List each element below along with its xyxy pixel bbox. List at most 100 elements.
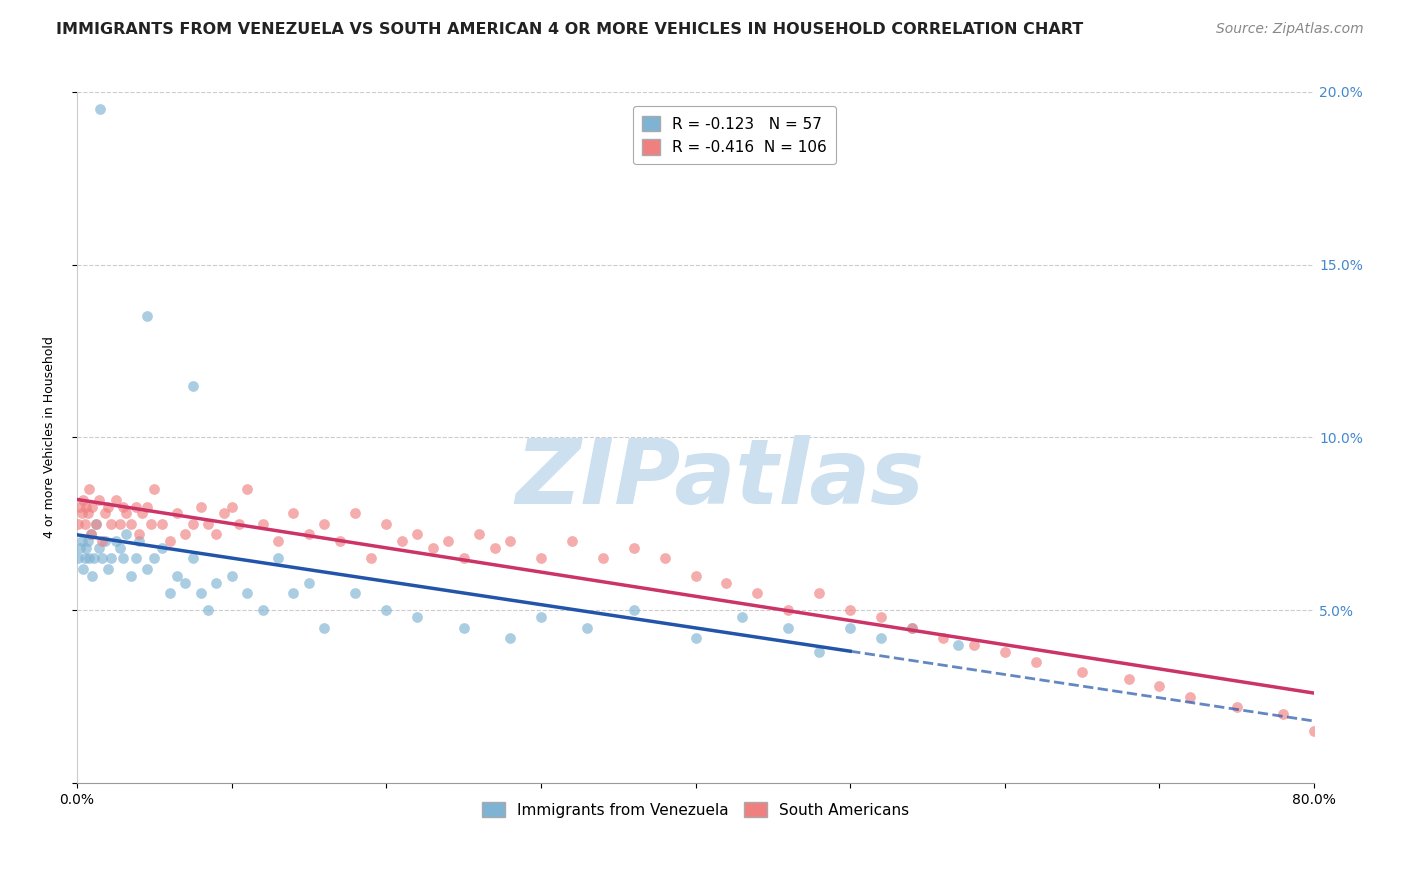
Point xyxy=(1180,690,1202,704)
Point xyxy=(166,568,188,582)
Point xyxy=(94,534,117,549)
Point xyxy=(1226,700,1249,714)
Point xyxy=(70,534,93,549)
Point xyxy=(120,568,142,582)
Point xyxy=(314,516,336,531)
Text: IMMIGRANTS FROM VENEZUELA VS SOUTH AMERICAN 4 OR MORE VEHICLES IN HOUSEHOLD CORR: IMMIGRANTS FROM VENEZUELA VS SOUTH AMERI… xyxy=(56,22,1084,37)
Point xyxy=(994,645,1017,659)
Point xyxy=(252,516,274,531)
Point xyxy=(406,527,429,541)
Point xyxy=(901,621,924,635)
Point xyxy=(166,507,188,521)
Point xyxy=(731,610,754,624)
Point xyxy=(112,551,135,566)
Point xyxy=(212,507,235,521)
Point xyxy=(375,603,398,617)
Point xyxy=(592,551,614,566)
Point xyxy=(104,492,127,507)
Point xyxy=(125,551,148,566)
Point xyxy=(1149,679,1171,693)
Point xyxy=(391,534,413,549)
Point xyxy=(84,516,107,531)
Point xyxy=(623,603,645,617)
Point xyxy=(808,586,831,600)
Point xyxy=(174,575,197,590)
Point xyxy=(963,638,986,652)
Point xyxy=(778,603,800,617)
Point xyxy=(75,541,97,555)
Point xyxy=(94,507,117,521)
Point xyxy=(453,621,475,635)
Point xyxy=(90,534,112,549)
Point xyxy=(80,527,103,541)
Point xyxy=(69,541,91,555)
Point xyxy=(437,534,460,549)
Point xyxy=(870,631,893,645)
Point xyxy=(115,527,138,541)
Point xyxy=(716,575,738,590)
Point xyxy=(808,645,831,659)
Point xyxy=(135,562,157,576)
Point xyxy=(89,102,111,116)
Point xyxy=(143,483,166,497)
Point xyxy=(932,631,955,645)
Point xyxy=(252,603,274,617)
Point xyxy=(236,586,259,600)
Point xyxy=(360,551,382,566)
Point xyxy=(174,527,197,541)
Text: ZIPatlas: ZIPatlas xyxy=(516,435,925,523)
Point xyxy=(561,534,583,549)
Point xyxy=(375,516,398,531)
Point xyxy=(453,551,475,566)
Point xyxy=(344,507,367,521)
Point xyxy=(221,568,243,582)
Point xyxy=(73,516,96,531)
Point xyxy=(283,507,305,521)
Point xyxy=(685,631,707,645)
Point xyxy=(72,492,94,507)
Point xyxy=(72,562,94,576)
Point xyxy=(110,516,132,531)
Point xyxy=(576,621,599,635)
Point xyxy=(484,541,506,555)
Point xyxy=(76,534,98,549)
Point xyxy=(120,516,142,531)
Point xyxy=(82,500,104,514)
Point xyxy=(100,516,122,531)
Point xyxy=(654,551,676,566)
Point xyxy=(499,534,522,549)
Point xyxy=(87,492,110,507)
Point xyxy=(84,516,107,531)
Point xyxy=(1071,665,1094,680)
Point xyxy=(115,507,138,521)
Text: Source: ZipAtlas.com: Source: ZipAtlas.com xyxy=(1216,22,1364,37)
Point xyxy=(131,507,153,521)
Point xyxy=(298,527,321,541)
Point xyxy=(839,603,862,617)
Point xyxy=(205,575,228,590)
Point xyxy=(747,586,769,600)
Point xyxy=(190,500,212,514)
Point xyxy=(76,507,98,521)
Point xyxy=(90,551,112,566)
Y-axis label: 4 or more Vehicles in Household: 4 or more Vehicles in Household xyxy=(44,336,56,539)
Point xyxy=(80,527,103,541)
Point xyxy=(778,621,800,635)
Point xyxy=(97,562,120,576)
Point xyxy=(70,507,93,521)
Point xyxy=(1303,724,1326,739)
Point xyxy=(82,568,104,582)
Point xyxy=(135,310,157,324)
Legend: Immigrants from Venezuela, South Americans: Immigrants from Venezuela, South America… xyxy=(475,796,915,824)
Point xyxy=(499,631,522,645)
Point xyxy=(468,527,491,541)
Point xyxy=(870,610,893,624)
Point xyxy=(901,621,924,635)
Point xyxy=(221,500,243,514)
Point xyxy=(298,575,321,590)
Point xyxy=(159,534,181,549)
Point xyxy=(1118,673,1140,687)
Point xyxy=(69,500,91,514)
Point xyxy=(344,586,367,600)
Point xyxy=(181,378,204,392)
